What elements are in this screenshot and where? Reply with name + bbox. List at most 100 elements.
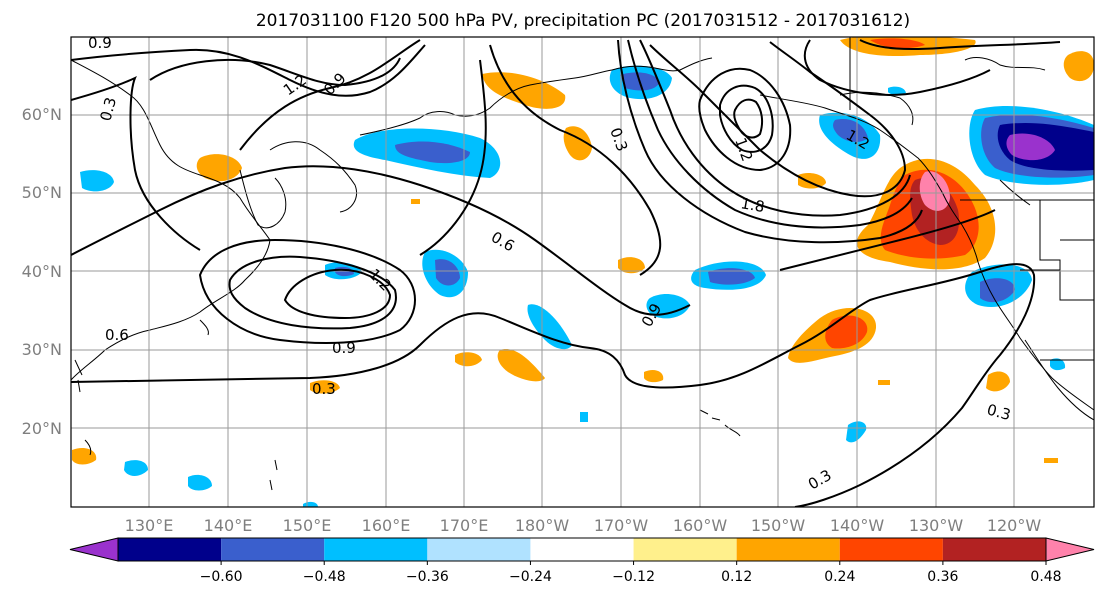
precip-negative-region xyxy=(708,268,755,285)
pv-contour-line xyxy=(149,57,401,87)
colorbar-segment xyxy=(633,538,737,561)
lon-label: 180°W xyxy=(515,516,570,535)
precip-negative-region xyxy=(124,460,148,476)
pv-contour-line xyxy=(71,165,691,316)
lat-label: 30°N xyxy=(22,340,62,359)
precip-negative-region xyxy=(980,278,1015,303)
pv-contour-line xyxy=(859,39,1061,51)
precip-negative-region xyxy=(435,259,460,286)
precip-positive-region xyxy=(644,369,664,383)
colorbar-tick-label: −0.60 xyxy=(200,569,243,585)
pv-contour-line xyxy=(489,44,662,276)
precip-negative-region xyxy=(395,141,470,164)
map-title: 2017031100 F120 500 hPa PV, precipitatio… xyxy=(256,11,910,31)
colorbar-tick-label: −0.36 xyxy=(406,569,449,585)
lon-label: 130°E xyxy=(125,516,174,535)
pv-contour-line xyxy=(198,238,416,344)
lat-label: 60°N xyxy=(22,105,62,124)
latitude-labels: 60°N 50°N 40°N 30°N 20°N xyxy=(22,105,62,438)
colorbar-outline xyxy=(117,537,1047,562)
precip-negative-region xyxy=(833,119,868,142)
colorbar-segment xyxy=(427,538,531,561)
pv-contour-line xyxy=(779,209,996,271)
contour-label: 0.3 xyxy=(96,95,120,123)
precip-negative-region xyxy=(1050,358,1066,371)
precip-positive-region xyxy=(196,154,242,182)
colorbar-tick-label: −0.48 xyxy=(303,569,346,585)
colorbar-extend-low xyxy=(69,537,119,562)
lon-label: 150°E xyxy=(283,516,332,535)
colorbar-segment xyxy=(530,538,634,561)
precip-positive-region xyxy=(919,171,950,211)
precip-negative-region xyxy=(888,86,906,95)
contour-label: 0.6 xyxy=(105,326,129,344)
precip-positive-region xyxy=(878,380,890,385)
precip-positive-region xyxy=(870,38,925,49)
precip-positive-region xyxy=(798,172,826,189)
precip-positive-region xyxy=(1044,458,1058,463)
colorbar-segment xyxy=(736,538,840,561)
contour-label: 0.3 xyxy=(312,380,336,398)
precip-negative-region xyxy=(846,421,867,443)
lon-label: 130°W xyxy=(909,516,964,535)
pv-contour-line xyxy=(719,84,774,153)
pv-contours xyxy=(71,39,1061,507)
colorbar-tick-label: −0.12 xyxy=(612,569,655,585)
pv-contour-line xyxy=(71,76,201,251)
precip-negative-region xyxy=(1006,133,1055,161)
map-border xyxy=(70,36,1095,508)
precip-positive-region xyxy=(618,257,645,274)
pv-contour-line xyxy=(71,263,1036,507)
pv-contour-line xyxy=(228,255,397,330)
lat-label: 40°N xyxy=(22,262,62,281)
colorbar: −0.60 −0.48 −0.36 −0.24 −0.12 0.12 0.24 0.36 0.4… xyxy=(69,537,1095,585)
borders xyxy=(849,37,1094,361)
lon-label: 140°E xyxy=(204,516,253,535)
contour-label: 0.9 xyxy=(88,34,112,52)
colorbar-segment xyxy=(221,538,325,561)
colorbar-segment xyxy=(324,538,428,561)
precip-positive-region xyxy=(72,448,97,465)
colorbar-tick-label: 0.48 xyxy=(1030,569,1061,585)
precip-negative-region xyxy=(188,474,212,491)
map-grid xyxy=(71,37,1094,507)
lon-label: 150°W xyxy=(751,516,806,535)
precip-positive-region xyxy=(497,349,545,382)
lon-label: 170°W xyxy=(594,516,649,535)
lat-label: 50°N xyxy=(22,183,62,202)
precip-positive-region xyxy=(411,199,420,204)
pv-contour-line xyxy=(239,39,421,151)
colorbar-segment xyxy=(839,538,943,561)
precip-negative-region xyxy=(646,294,690,319)
pv-contour-line xyxy=(639,39,911,217)
pv-contour-line xyxy=(698,67,792,172)
lon-label: 120°W xyxy=(987,516,1042,535)
map-area xyxy=(71,37,1094,507)
colorbar-tick-label: 0.12 xyxy=(721,569,752,585)
pv-contour-line xyxy=(617,39,923,244)
precip-positive-region xyxy=(310,380,340,394)
pv-contour-line xyxy=(627,39,913,229)
precip-positive-region xyxy=(455,352,482,367)
pv-contour-line xyxy=(803,39,991,96)
colorbar-extend-high xyxy=(1045,537,1095,562)
contour-label: 0.3 xyxy=(985,400,1013,424)
precip-positive-region xyxy=(482,72,566,109)
colorbar-tick-label: 0.36 xyxy=(927,569,958,585)
pv-contour-line xyxy=(733,98,764,139)
lon-label: 160°W xyxy=(673,516,728,535)
colorbar-tick-label: −0.24 xyxy=(509,569,552,585)
colorbar-segment xyxy=(118,538,222,561)
longitude-labels: 130°E 140°E 150°E 160°E 170°E 180°W 170°… xyxy=(125,516,1042,535)
colorbar-segment xyxy=(942,538,1046,561)
contour-label: 1.8 xyxy=(739,194,766,216)
precip-negative-region xyxy=(527,304,572,350)
precip-positive-region xyxy=(1063,51,1094,82)
precip-negative-region xyxy=(80,170,114,192)
colorbar-tick-label: 0.24 xyxy=(824,569,855,585)
precip-negative-region xyxy=(580,412,588,422)
lat-label: 20°N xyxy=(22,419,62,438)
pv-contour-line xyxy=(283,268,392,320)
